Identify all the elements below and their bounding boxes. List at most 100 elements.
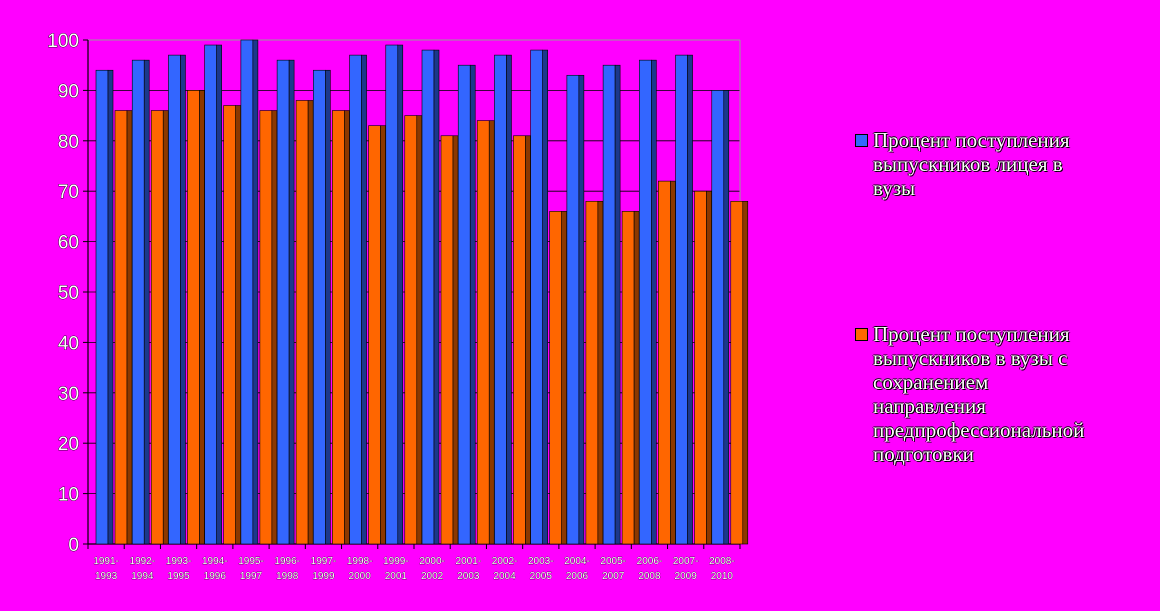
x-tick-label: 2004 <box>493 571 516 582</box>
bar-side-series-1 <box>361 54 367 545</box>
y-tick-label: 40 <box>58 333 79 354</box>
x-tick-label: 1992- <box>130 556 156 567</box>
x-axis-tick-labels: 1991- 1993 1992- 1994 1993- 1995 1994- 1996 1995… <box>93 556 735 583</box>
y-tick-label: 70 <box>58 182 79 203</box>
y-axis-tick-labels: 0 10 20 30 40 50 60 70 80 90 100 <box>47 31 80 557</box>
bar-series-1 <box>240 39 254 545</box>
bar-side-series-1 <box>506 54 512 545</box>
bar-side-series-1 <box>578 74 585 545</box>
bar-side-series-1 <box>216 44 222 545</box>
bar-side-series-1 <box>651 59 657 545</box>
x-tick-label: 2003 <box>457 571 480 582</box>
y-tick-label: 50 <box>58 283 79 304</box>
x-tick-label: 2010 <box>711 571 734 582</box>
bar-series-1 <box>204 44 217 545</box>
legend-item-series-2: Процент поступления выпускников в вузы с… <box>855 322 1155 466</box>
x-tick-label: 2005- <box>600 556 626 567</box>
bar-series-1 <box>421 49 435 545</box>
bar-side-series-2 <box>307 100 314 545</box>
bar-series-1 <box>639 59 652 545</box>
bar-series-1 <box>131 59 145 545</box>
bar-side-series-2 <box>633 211 640 545</box>
x-tick-label: 2006- <box>637 556 663 567</box>
bar-side-series-2 <box>416 115 423 545</box>
bar-series-1 <box>457 64 471 545</box>
x-tick-label: 2000- <box>419 556 445 567</box>
bar-side-series-1 <box>180 54 186 545</box>
x-tick-label: 1998- <box>347 556 373 567</box>
bar-side-series-1 <box>288 59 295 545</box>
bar-side-series-1 <box>107 69 114 545</box>
bar-side-series-2 <box>199 90 205 545</box>
y-tick-label: 60 <box>58 233 79 254</box>
bar-series-2 <box>404 115 418 545</box>
x-tick-label: 2009 <box>675 571 698 582</box>
x-tick-label: 2007 <box>602 571 625 582</box>
bar-series-2 <box>332 110 345 545</box>
bar-series-2 <box>476 120 490 545</box>
bar-side-series-1 <box>325 69 331 545</box>
x-tick-label: 1991- <box>93 556 119 567</box>
bar-series-2 <box>549 211 562 545</box>
bar-side-series-1 <box>397 44 404 545</box>
x-tick-label: 1995 <box>167 571 190 582</box>
bar-side-series-2 <box>162 110 169 545</box>
x-tick-label: 1994 <box>131 571 154 582</box>
bar-side-series-1 <box>687 54 693 545</box>
bar-series-2 <box>368 125 381 545</box>
bar-series-2 <box>694 190 707 545</box>
bar-side-series-2 <box>271 110 278 545</box>
x-tick-label: 2005 <box>530 571 553 582</box>
bar-series-1 <box>385 44 399 545</box>
bar-series-2 <box>585 200 599 545</box>
x-tick-label: 1993- <box>166 556 192 567</box>
bar-series-2 <box>150 110 164 545</box>
y-tick-label: 80 <box>58 132 79 153</box>
bar-side-series-2 <box>742 200 749 545</box>
legend-label-series-2: Процент поступления выпускников в вузы с… <box>873 322 1085 466</box>
bar-side-series-1 <box>614 64 621 545</box>
x-tick-label: 2000 <box>349 571 372 582</box>
x-tick-label: 1996- <box>274 556 300 567</box>
bar-side-series-1 <box>542 49 548 545</box>
bar-series-2 <box>223 105 236 545</box>
x-tick-label: 1994- <box>202 556 228 567</box>
bar-series-2 <box>114 110 128 545</box>
bar-series-1 <box>675 54 688 545</box>
bar-series-1 <box>566 74 580 545</box>
y-tick-label: 100 <box>47 31 79 52</box>
x-tick-label: 1997- <box>311 556 337 567</box>
bar-series-1 <box>313 69 326 545</box>
x-tick-label: 1997 <box>240 571 263 582</box>
legend-label-series-1: Процент поступления выпускников лицея в … <box>873 128 1070 200</box>
bar-series-2 <box>295 100 309 545</box>
x-tick-label: 2003- <box>528 556 554 567</box>
x-tick-label: 2008 <box>638 571 661 582</box>
legend-item-series-1: Процент поступления выпускников лицея в … <box>855 128 1155 200</box>
bar-series-1 <box>168 54 181 545</box>
bar-series-1 <box>276 59 290 545</box>
x-tick-label: 1998 <box>276 571 299 582</box>
x-tick-label: 2007- <box>673 556 699 567</box>
bar-series-2 <box>259 110 273 545</box>
bars <box>95 39 749 545</box>
bar-series-1 <box>530 49 543 545</box>
x-tick-label: 1999- <box>383 556 409 567</box>
bar-side-series-1 <box>469 64 476 545</box>
bar-side-series-2 <box>344 110 350 545</box>
y-tick-label: 30 <box>58 384 79 405</box>
x-tick-label: 1996 <box>204 571 227 582</box>
bar-series-2 <box>621 211 635 545</box>
bar-series-1 <box>95 69 109 545</box>
x-tick-label: 2002- <box>492 556 518 567</box>
x-tick-label: 2002 <box>421 571 444 582</box>
bar-side-series-1 <box>143 59 150 545</box>
y-tick-label: 0 <box>68 535 79 556</box>
bar-side-series-2 <box>380 125 386 545</box>
bar-side-series-1 <box>723 90 730 545</box>
y-tick-label: 90 <box>58 81 79 102</box>
bar-series-1 <box>711 90 725 545</box>
bar-side-series-1 <box>252 39 259 545</box>
x-tick-label: 1995- <box>238 556 264 567</box>
